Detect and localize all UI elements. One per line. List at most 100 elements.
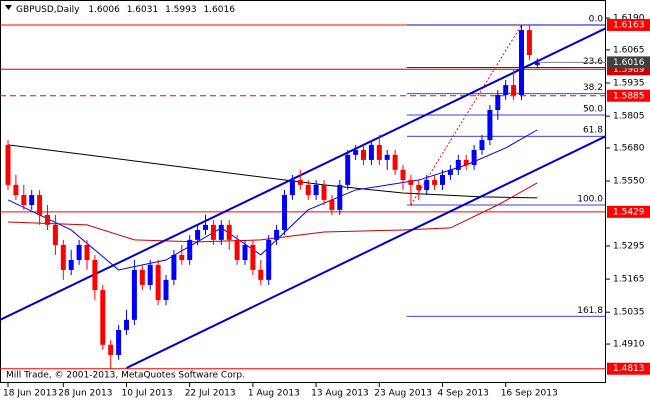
candle-body (487, 110, 493, 141)
candle-body (313, 184, 319, 196)
candle-body (155, 264, 161, 300)
candle-body (5, 144, 11, 185)
candle-body (179, 254, 185, 261)
level-label: 1.5885 (613, 91, 645, 101)
candle-body (13, 184, 19, 196)
y-tick-label: 1.6065 (613, 45, 645, 55)
candle-body (329, 199, 335, 210)
candle-body (503, 85, 509, 95)
candle-body (305, 184, 311, 196)
y-tick-label: 1.6190 (613, 14, 645, 24)
candle-body (29, 195, 35, 205)
candle-body (92, 260, 98, 291)
y-tick-label: 1.5165 (613, 275, 645, 285)
y-tick-label: 1.4910 (613, 340, 645, 350)
level-label: 1.4813 (613, 364, 645, 374)
candle-body (519, 30, 524, 95)
symbol: GBPUSD,Daily (16, 5, 80, 15)
chart-title: GBPUSD,Daily 1.6006 1.6031 1.5993 1.6016 (16, 5, 235, 15)
candle-body (84, 244, 90, 261)
candle-body (289, 180, 295, 196)
candle-body (511, 85, 517, 95)
fibo-trendline (410, 24, 522, 206)
candle-body (210, 224, 216, 240)
moving-average (7, 182, 538, 243)
candle-body (218, 224, 224, 240)
candle-body (195, 229, 201, 240)
candle-body (479, 140, 485, 150)
candle-body (432, 180, 438, 185)
candle-body (416, 184, 422, 190)
candle-body (68, 260, 74, 270)
candle-body (100, 290, 106, 345)
candle-body (147, 264, 153, 285)
candle-body (408, 180, 414, 185)
candle-body (345, 154, 351, 185)
x-tick-label: 1 Aug 2013 (248, 389, 300, 399)
level-label-box (607, 205, 650, 218)
candle-body (226, 224, 232, 240)
candle-body (131, 269, 137, 320)
candle-body (108, 344, 114, 355)
candle-body (463, 159, 469, 166)
candle-body (258, 269, 264, 280)
candle-body (21, 195, 27, 205)
x-tick-label: 18 Jun 2013 (3, 389, 57, 399)
title-marker (5, 5, 12, 10)
x-tick-label: 10 Jul 2013 (122, 389, 173, 399)
candle-body (534, 62, 540, 65)
candle-body (116, 330, 122, 355)
x-tick-label: 16 Sep 2013 (501, 389, 558, 399)
fibo-label: 161.8 (577, 306, 603, 316)
candle-body (139, 269, 145, 285)
fibo-label: 100.0 (577, 194, 603, 204)
candle-body (45, 214, 50, 225)
current-price-label: 1.6016 (613, 58, 645, 68)
candle-body (52, 224, 58, 245)
candle-body (203, 224, 208, 230)
x-tick-label: 23 Aug 2013 (374, 389, 432, 399)
candle-body (76, 244, 82, 261)
candle-body (424, 180, 430, 190)
candle-body (471, 149, 477, 166)
candle-body (321, 184, 327, 200)
candle-body (353, 149, 359, 155)
candle-body (297, 180, 303, 185)
candle-body (242, 244, 248, 261)
candle-body (447, 169, 453, 175)
candle-body (361, 149, 366, 160)
candle-body (392, 154, 398, 170)
fibo-label: 50.0 (583, 104, 603, 114)
candle-body (250, 244, 256, 270)
level-label: 1.5989 (613, 65, 645, 75)
candle-body (37, 195, 43, 215)
y-tick-label: 1.5805 (613, 112, 645, 122)
candle-body (124, 319, 129, 331)
candle-body (440, 174, 445, 185)
level-label-box (607, 362, 650, 375)
fibo-label: 38.2 (583, 83, 603, 93)
level-label: 1.6163 (613, 20, 645, 30)
fibo-label: 61.8 (583, 126, 603, 136)
y-tick-label: 1.5935 (613, 79, 645, 89)
y-tick-label: 1.5550 (613, 177, 645, 187)
open-value: 1.6006 (88, 5, 120, 15)
candle-body (526, 30, 532, 56)
footer: Mill Trade, © 2001-2013, MetaQuotes Soft… (6, 371, 245, 381)
channel-line (126, 135, 606, 369)
candle-body (384, 154, 390, 160)
level-label-box (607, 18, 650, 31)
level-label-box (607, 89, 650, 102)
candle-body (171, 254, 177, 280)
channel-line (0, 27, 606, 321)
candle-body (495, 94, 501, 111)
candle-body (368, 144, 374, 160)
close-value: 1.6016 (203, 5, 235, 15)
y-tick-label: 1.5680 (613, 143, 645, 153)
price-axis: 1.6190 1.6065 1.5935 1.5805 1.5680 1.5550 1.52… (606, 14, 650, 375)
candle-body (337, 184, 343, 210)
candle-body (400, 169, 406, 181)
y-tick-label: 1.5295 (613, 241, 645, 251)
